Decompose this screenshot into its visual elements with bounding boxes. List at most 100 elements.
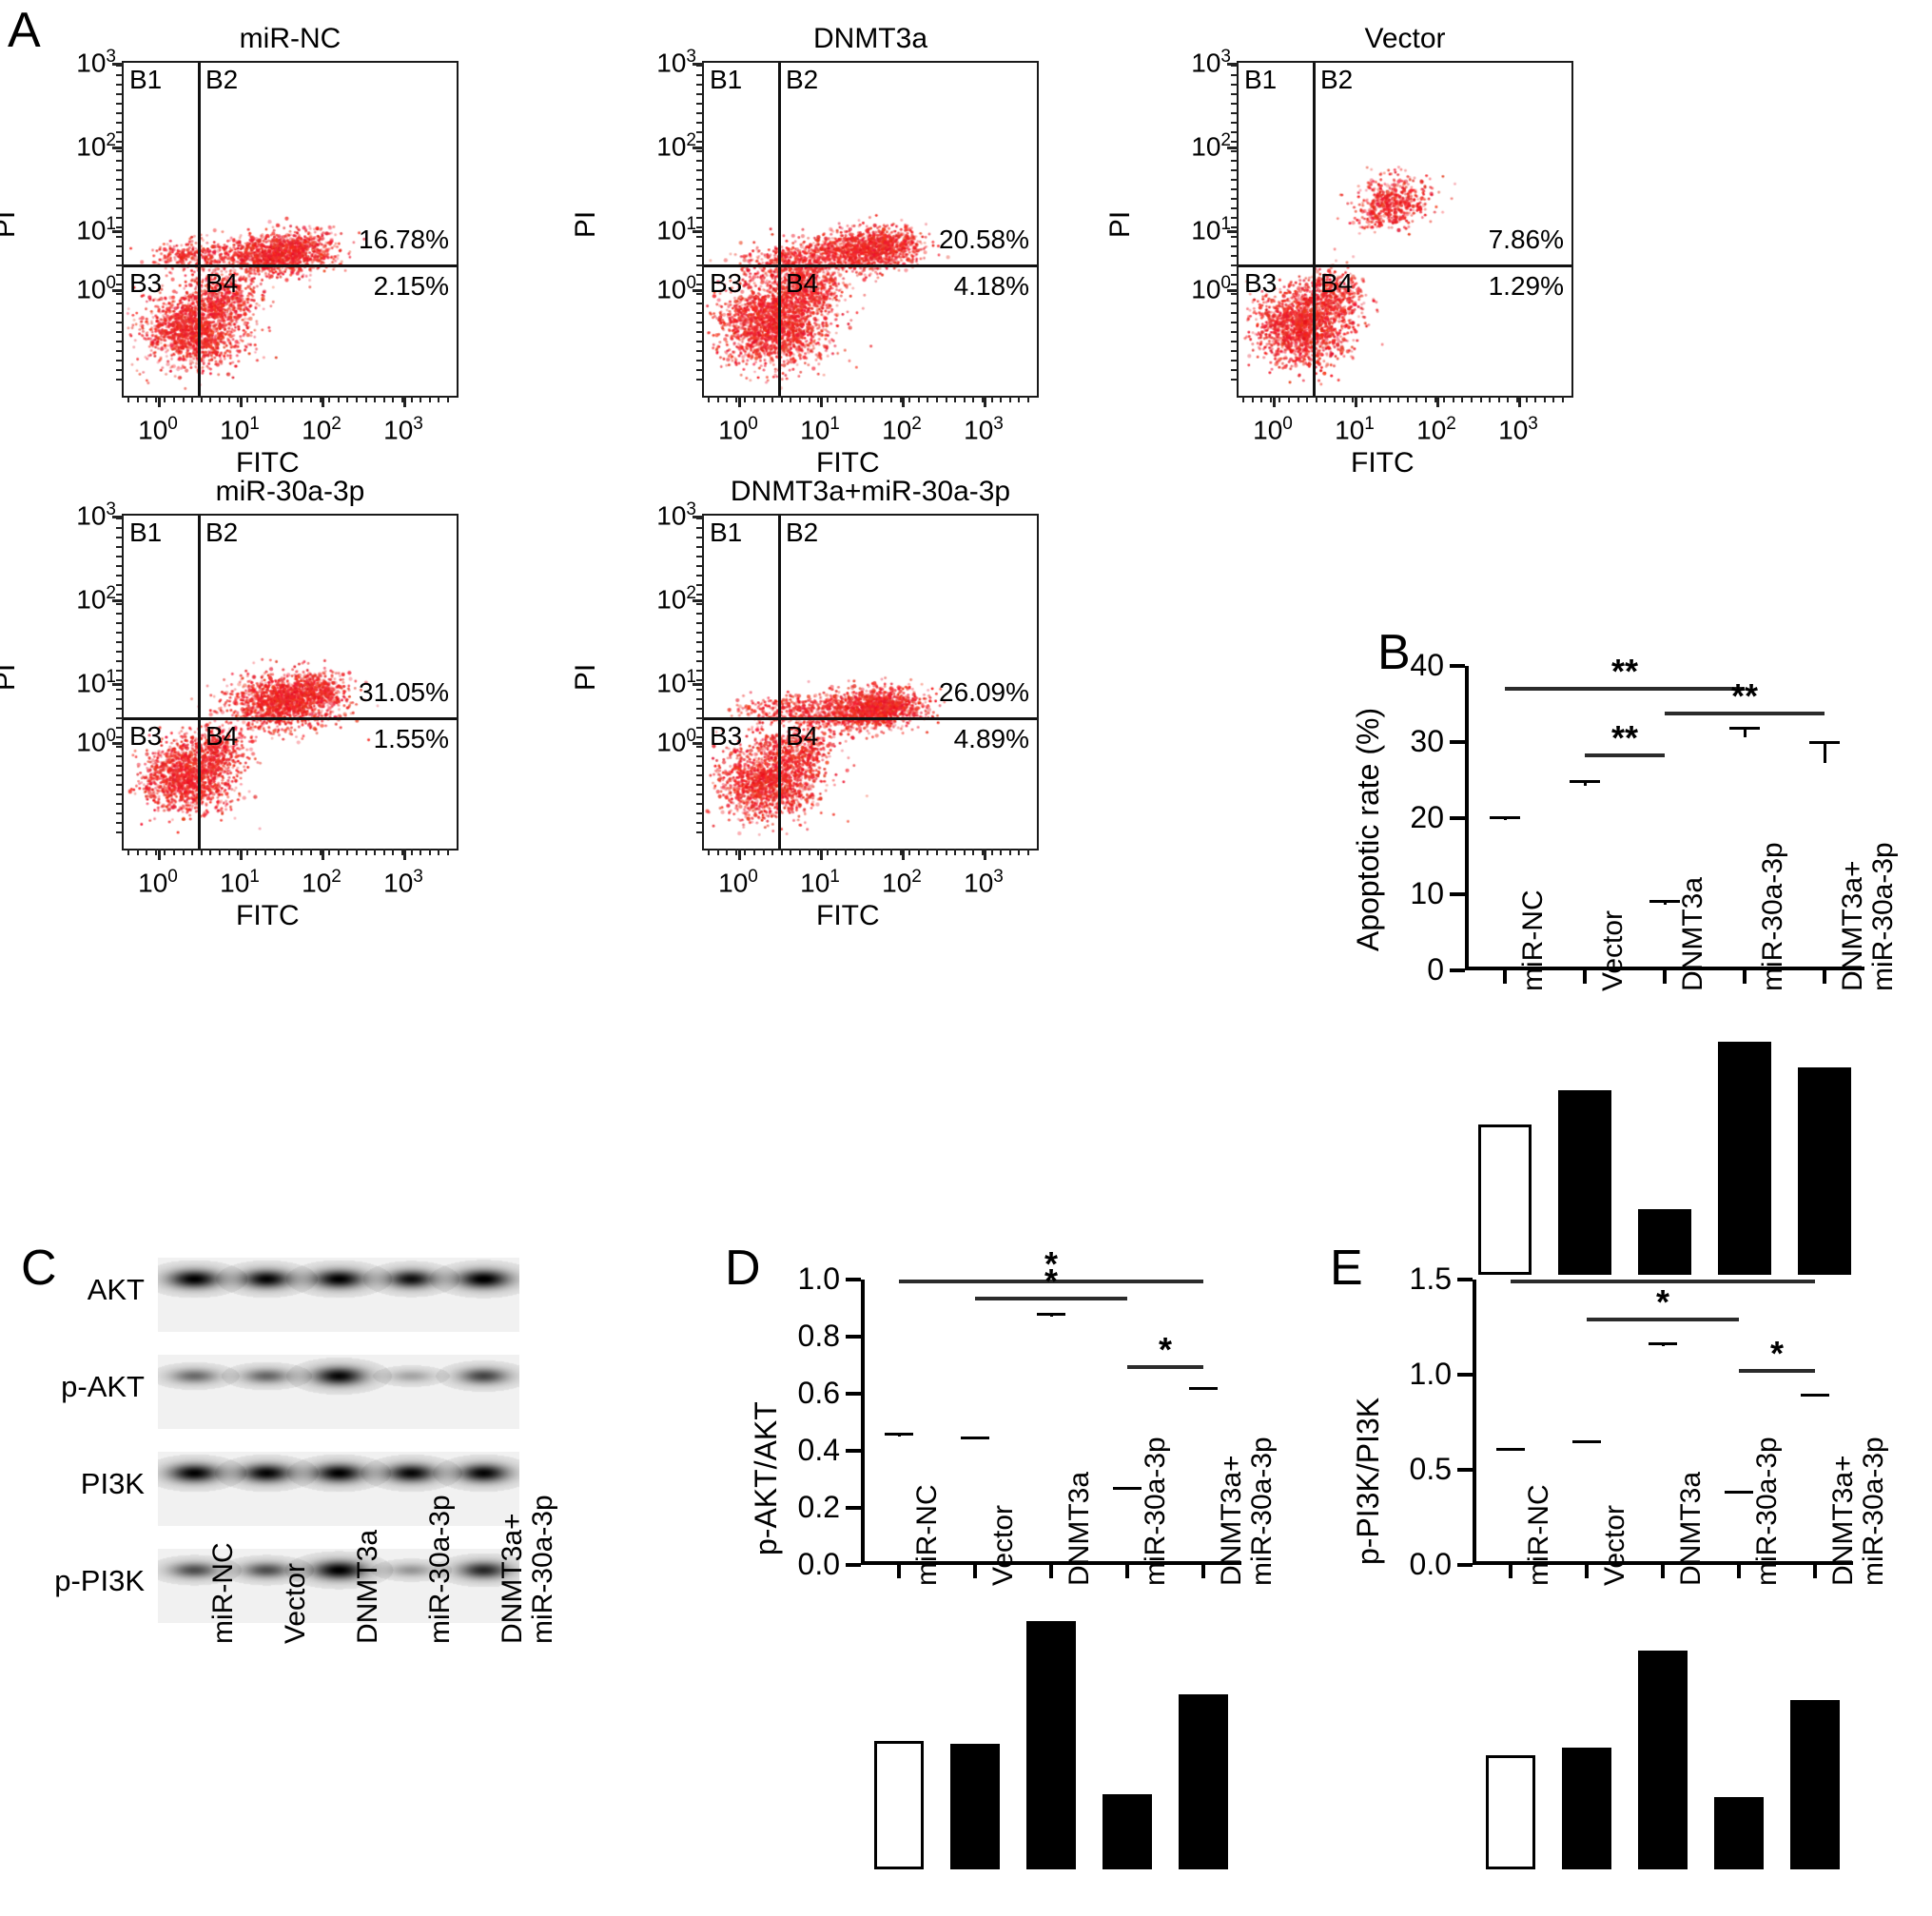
flow-y-minor-tick xyxy=(696,727,703,729)
flow-y-axis-title: PI xyxy=(0,663,22,692)
flow-y-minor-tick xyxy=(696,670,703,672)
bar-vector xyxy=(1558,1089,1611,1275)
flow-y-minor-tick xyxy=(116,632,123,634)
flow-x-minor-tick xyxy=(1388,396,1391,402)
y-tick-mark xyxy=(846,1392,861,1396)
flow-y-axis-title: PI xyxy=(570,663,602,692)
flow-y-tick-mark xyxy=(693,683,704,686)
quadrant-percent-lower-right: 4.18% xyxy=(953,271,1029,301)
significance-marker: * xyxy=(1655,1244,1669,1283)
blot-bands xyxy=(158,1549,519,1623)
flow-y-minor-tick xyxy=(696,245,703,247)
flow-y-tick-mark xyxy=(1227,289,1239,292)
x-category-line: miR-30a-3p xyxy=(1245,1437,1278,1586)
error-bar-cap xyxy=(1570,780,1600,783)
x-tick-mark xyxy=(1743,970,1747,984)
flow-y-tick-mark xyxy=(112,516,124,518)
flow-y-tick-label: 100 xyxy=(656,273,696,304)
quadrant-percent-upper-right: 16.78% xyxy=(359,225,449,254)
flow-x-tick-label: 102 xyxy=(302,414,342,445)
flow-y-minor-tick xyxy=(696,283,703,285)
flow-x-tick-mark xyxy=(902,396,905,407)
flow-x-minor-tick xyxy=(337,849,340,855)
flow-x-minor-tick xyxy=(734,849,737,855)
y-tick-label: 0.5 xyxy=(1409,1452,1452,1486)
flow-y-minor-tick xyxy=(116,379,123,381)
panel-letter-e: E xyxy=(1330,1241,1363,1296)
flow-y-minor-tick xyxy=(696,793,703,795)
flow-y-tick-label: 100 xyxy=(1191,273,1231,304)
flow-x-minor-tick xyxy=(346,849,349,855)
quadrant-horizontal-divider xyxy=(124,717,457,720)
flow-y-minor-tick xyxy=(696,103,703,105)
flow-x-tick-mark xyxy=(984,396,986,407)
y-tick-label: 1.0 xyxy=(797,1261,840,1296)
flow-x-minor-tick xyxy=(382,396,385,402)
y-tick-label: 1.0 xyxy=(1409,1357,1452,1391)
flow-x-minor-tick xyxy=(708,849,710,855)
x-category-line: DNMT3a+ xyxy=(1216,1455,1247,1586)
flow-x-minor-tick xyxy=(871,396,874,402)
flow-x-minor-tick xyxy=(264,849,266,855)
flow-y-minor-tick xyxy=(696,689,703,691)
blot-lane-label: Vector xyxy=(280,1563,311,1644)
flow-y-minor-tick xyxy=(1231,65,1238,67)
significance-marker: * xyxy=(1044,1244,1058,1283)
blot-lane-line: miR-NC xyxy=(207,1542,239,1644)
flow-y-tick-mark xyxy=(112,599,124,602)
flow-x-minor-tick xyxy=(420,396,422,402)
flow-x-tick-label: 100 xyxy=(718,414,758,445)
quadrant-label-b4: B4 xyxy=(205,268,239,298)
flow-y-minor-tick xyxy=(116,584,123,586)
flow-x-minor-tick xyxy=(716,396,719,402)
flow-y-minor-tick xyxy=(116,812,123,814)
flow-x-minor-tick xyxy=(726,396,729,402)
flow-x-minor-tick xyxy=(963,396,966,402)
flow-y-minor-tick xyxy=(696,198,703,200)
flow-x-minor-tick xyxy=(173,849,175,855)
flow-x-minor-tick xyxy=(392,396,395,402)
flow-x-minor-tick xyxy=(255,396,258,402)
blot-row-p-akt: p-AKT xyxy=(0,1355,666,1446)
flow-y-minor-tick xyxy=(116,831,123,833)
significance-marker: * xyxy=(1044,1261,1058,1300)
flow-x-tick-mark xyxy=(984,849,986,860)
flow-x-minor-tick xyxy=(1471,396,1473,402)
quadrant-label-b2: B2 xyxy=(786,518,819,547)
flow-x-minor-tick xyxy=(744,849,747,855)
x-category-label: Vector xyxy=(987,1505,1019,1586)
flow-x-tick-label: 101 xyxy=(220,414,260,445)
flow-y-tick-label: 100 xyxy=(656,726,696,757)
flow-y-minor-tick xyxy=(696,322,703,323)
flow-y-minor-tick xyxy=(1231,255,1238,257)
quadrant-vertical-divider xyxy=(778,516,781,849)
flow-y-minor-tick xyxy=(696,537,703,538)
x-category-label: DNMT3a xyxy=(1064,1472,1095,1586)
flow-y-minor-tick xyxy=(116,603,123,605)
blot-bands xyxy=(158,1452,519,1526)
flow-x-minor-tick xyxy=(863,396,866,402)
flow-y-minor-tick xyxy=(1231,245,1238,247)
flow-y-minor-tick xyxy=(116,322,123,323)
flow-x-minor-tick xyxy=(319,849,322,855)
flow-y-minor-tick xyxy=(1231,293,1238,295)
flow-x-minor-tick xyxy=(762,396,765,402)
flow-y-tick-mark xyxy=(693,289,704,292)
flow-x-tick-label: 101 xyxy=(800,414,840,445)
y-tick-label: 0.8 xyxy=(797,1319,840,1353)
flow-y-minor-tick xyxy=(116,765,123,767)
flow-y-minor-tick xyxy=(1231,379,1238,381)
flow-y-minor-tick xyxy=(696,812,703,814)
flow-y-minor-tick xyxy=(116,556,123,557)
flow-x-minor-tick xyxy=(990,396,993,402)
flow-x-tick-mark xyxy=(240,849,243,860)
flow-y-minor-tick xyxy=(116,103,123,105)
flow-x-axis-title: FITC xyxy=(816,447,880,479)
flow-x-minor-tick xyxy=(716,849,719,855)
flow-y-minor-tick xyxy=(696,264,703,266)
flow-y-minor-tick xyxy=(116,746,123,748)
flow-y-minor-tick xyxy=(116,708,123,710)
flow-x-minor-tick xyxy=(753,849,755,855)
significance-marker: ** xyxy=(1610,718,1639,757)
flow-x-minor-tick xyxy=(1461,396,1464,402)
